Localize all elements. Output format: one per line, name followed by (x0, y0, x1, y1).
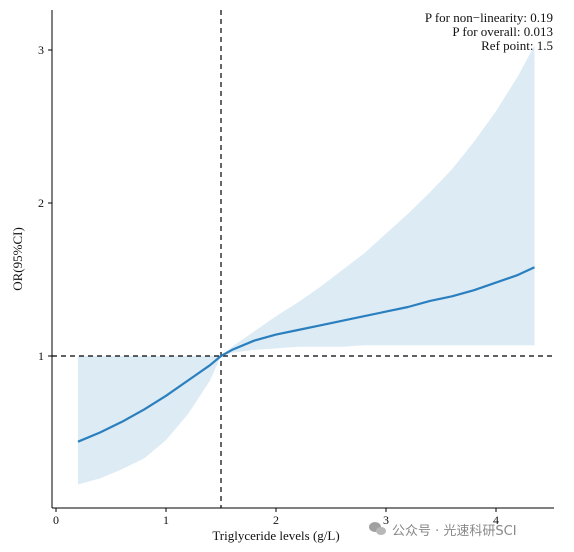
watermark-text: 公众号 · 光速科研SCI (392, 523, 517, 539)
y-tick-label: 1 (38, 349, 44, 363)
x-tick-label: 3 (383, 513, 389, 527)
confidence-band (78, 45, 535, 485)
or-curve (77, 266, 535, 443)
x-tick-label: 1 (163, 513, 169, 527)
y-tick-label: 2 (38, 196, 44, 210)
annotation-1: P for non−linearity: 0.19 (425, 10, 553, 25)
x-tick-label: 4 (493, 513, 499, 527)
annotation-2: P for overall: 0.013 (452, 24, 553, 39)
watermark: 公众号 · 光速科研SCI (369, 518, 517, 540)
x-tick-label: 2 (273, 513, 279, 527)
y-tick-label: 3 (38, 43, 44, 57)
x-tick-label: 0 (53, 513, 59, 527)
annotation-3: Ref point: 1.5 (481, 38, 553, 53)
x-axis-title: Triglyceride levels (g/L) (212, 528, 339, 543)
wechat-icon (369, 522, 387, 536)
y-axis-title: OR(95%CI) (10, 227, 25, 291)
